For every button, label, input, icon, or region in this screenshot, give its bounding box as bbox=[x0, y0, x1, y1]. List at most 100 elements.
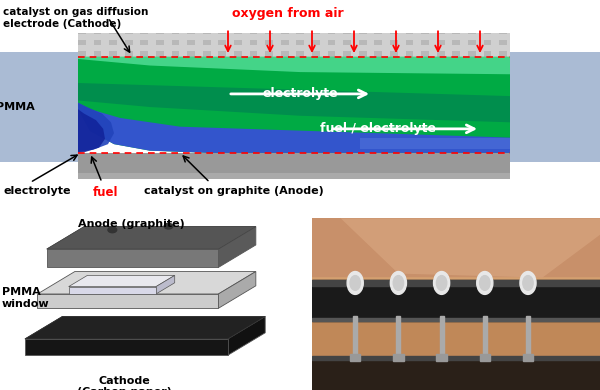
Bar bbox=[218, 40, 226, 45]
Bar bbox=[94, 51, 101, 57]
Bar bbox=[312, 359, 600, 390]
Circle shape bbox=[350, 276, 361, 290]
Polygon shape bbox=[37, 294, 218, 308]
Bar bbox=[109, 40, 117, 45]
Bar bbox=[250, 33, 257, 34]
Polygon shape bbox=[25, 316, 265, 339]
Bar bbox=[187, 40, 195, 45]
Polygon shape bbox=[47, 227, 256, 249]
Bar bbox=[78, 172, 510, 179]
Polygon shape bbox=[78, 57, 510, 74]
Bar bbox=[265, 51, 273, 57]
Bar bbox=[468, 51, 476, 57]
Bar bbox=[312, 356, 600, 360]
Bar bbox=[397, 316, 400, 357]
Bar bbox=[234, 40, 242, 45]
Bar bbox=[406, 33, 413, 34]
Bar bbox=[499, 33, 507, 34]
Polygon shape bbox=[68, 275, 175, 287]
Bar bbox=[312, 40, 320, 45]
Bar bbox=[296, 33, 304, 34]
Bar bbox=[296, 51, 304, 57]
Bar bbox=[484, 33, 491, 34]
Bar bbox=[484, 40, 491, 45]
Bar bbox=[296, 40, 304, 45]
Bar bbox=[281, 33, 289, 34]
Bar bbox=[374, 33, 382, 34]
Circle shape bbox=[520, 271, 536, 294]
Bar bbox=[312, 218, 600, 300]
Polygon shape bbox=[47, 227, 256, 249]
Text: Anode (graphite): Anode (graphite) bbox=[78, 219, 185, 229]
Bar bbox=[281, 40, 289, 45]
Bar bbox=[172, 33, 179, 34]
Circle shape bbox=[436, 276, 447, 290]
Bar bbox=[440, 316, 443, 357]
Bar bbox=[479, 355, 490, 361]
Polygon shape bbox=[47, 249, 218, 268]
Bar bbox=[468, 40, 476, 45]
Circle shape bbox=[523, 276, 533, 290]
Bar bbox=[203, 33, 211, 34]
Bar bbox=[343, 40, 351, 45]
Bar bbox=[78, 40, 86, 45]
Polygon shape bbox=[360, 138, 510, 149]
Bar bbox=[406, 40, 413, 45]
Bar bbox=[328, 40, 335, 45]
Bar bbox=[312, 33, 320, 34]
Bar bbox=[250, 51, 257, 57]
Bar bbox=[484, 51, 491, 57]
Bar bbox=[437, 51, 445, 57]
Bar bbox=[140, 33, 148, 34]
Bar bbox=[312, 318, 600, 321]
Polygon shape bbox=[37, 271, 256, 294]
Bar bbox=[218, 51, 226, 57]
Bar bbox=[390, 40, 398, 45]
Bar bbox=[78, 51, 86, 57]
Bar bbox=[187, 51, 195, 57]
Circle shape bbox=[393, 276, 404, 290]
Bar bbox=[452, 51, 460, 57]
Bar bbox=[78, 153, 510, 179]
Bar bbox=[523, 355, 533, 361]
Bar bbox=[156, 51, 164, 57]
Bar bbox=[406, 51, 413, 57]
Polygon shape bbox=[218, 227, 256, 268]
Ellipse shape bbox=[164, 223, 173, 229]
Bar bbox=[172, 40, 179, 45]
Bar bbox=[140, 40, 148, 45]
Bar bbox=[452, 33, 460, 34]
Bar bbox=[393, 355, 404, 361]
Bar bbox=[499, 40, 507, 45]
Bar bbox=[203, 51, 211, 57]
Bar bbox=[187, 33, 195, 34]
Bar bbox=[421, 51, 429, 57]
Bar bbox=[350, 355, 361, 361]
Bar bbox=[265, 40, 273, 45]
Polygon shape bbox=[156, 275, 175, 294]
Bar bbox=[234, 33, 242, 34]
Polygon shape bbox=[68, 287, 156, 294]
Text: fuel: fuel bbox=[93, 186, 119, 199]
Bar bbox=[125, 33, 133, 34]
Bar bbox=[109, 51, 117, 57]
Polygon shape bbox=[78, 103, 510, 153]
Text: electrolyte: electrolyte bbox=[3, 186, 71, 196]
Bar bbox=[437, 40, 445, 45]
Bar bbox=[390, 33, 398, 34]
Bar bbox=[78, 33, 86, 34]
Text: catalyst on gas diffusion
electrode (Cathode): catalyst on gas diffusion electrode (Cat… bbox=[3, 7, 148, 29]
Text: electrolyte: electrolyte bbox=[262, 87, 338, 100]
Bar bbox=[374, 40, 382, 45]
Bar bbox=[94, 33, 101, 34]
Bar bbox=[437, 33, 445, 34]
Bar bbox=[78, 33, 510, 57]
Circle shape bbox=[391, 271, 406, 294]
Bar bbox=[328, 33, 335, 34]
Bar bbox=[499, 51, 507, 57]
Text: PMMA
window: PMMA window bbox=[2, 287, 49, 309]
Bar bbox=[312, 51, 320, 57]
Bar bbox=[281, 51, 289, 57]
Ellipse shape bbox=[108, 227, 116, 233]
Polygon shape bbox=[78, 103, 114, 152]
